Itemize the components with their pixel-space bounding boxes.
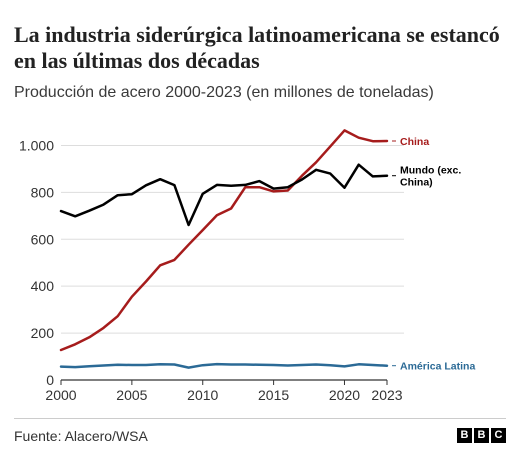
y-tick-label: 400 xyxy=(31,278,55,294)
x-tick-label: 2005 xyxy=(116,387,147,403)
series-label: América Latina xyxy=(400,361,475,373)
bbc-logo: B B C xyxy=(457,428,506,443)
series-label: China xyxy=(400,136,429,148)
chart-subtitle: Producción de acero 2000-2023 (en millon… xyxy=(14,84,434,101)
logo-letter: C xyxy=(491,428,506,443)
y-tick-label: 0 xyxy=(46,372,54,388)
y-tick-label: 800 xyxy=(31,184,55,200)
source-note: Fuente: Alacero/WSA xyxy=(14,428,148,444)
x-tick-label: 2015 xyxy=(258,387,289,403)
logo-letter: B xyxy=(457,428,472,443)
series-line xyxy=(59,163,389,227)
series-label: Mundo (exc. China) xyxy=(400,165,461,189)
x-axis-tick-labels: 2000 2005 2010 2015 2020 2023 xyxy=(45,387,402,403)
y-tick-label: 1.000 xyxy=(19,137,54,153)
logo-letter: B xyxy=(474,428,489,443)
x-tick-label: 2000 xyxy=(45,387,76,403)
footer-divider xyxy=(14,418,506,419)
chart-title: La industria siderúrgica latinoamericana… xyxy=(14,22,500,73)
x-tick-label: 2023 xyxy=(371,387,402,403)
x-tick-label: 2020 xyxy=(329,387,360,403)
x-axis-ticks xyxy=(60,380,388,385)
series-line xyxy=(59,362,389,369)
y-tick-label: 600 xyxy=(31,231,55,247)
y-tick-label: 200 xyxy=(31,325,55,341)
series-line xyxy=(59,129,389,352)
x-tick-label: 2010 xyxy=(187,387,218,403)
y-axis-tick-labels: 0 200 400 600 800 1.000 xyxy=(19,137,54,388)
series-lines xyxy=(59,129,389,369)
gridlines xyxy=(61,144,404,334)
series-labels: China Mundo (exc. China) América Latina xyxy=(392,136,475,373)
